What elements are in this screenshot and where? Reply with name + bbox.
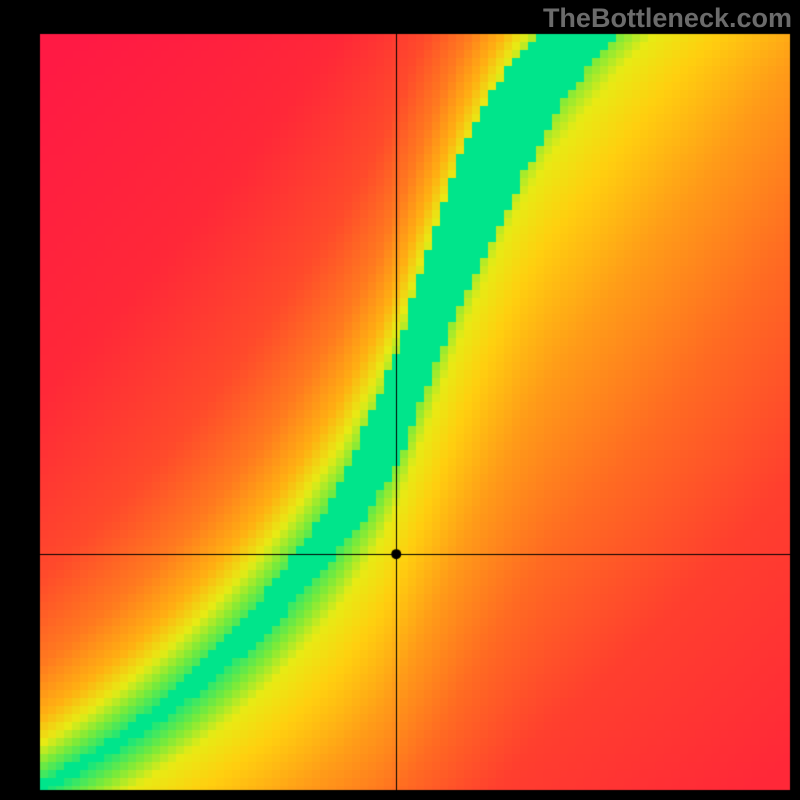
bottleneck-heatmap xyxy=(0,0,800,800)
watermark-text: TheBottleneck.com xyxy=(543,3,792,34)
chart-container: TheBottleneck.com xyxy=(0,0,800,800)
